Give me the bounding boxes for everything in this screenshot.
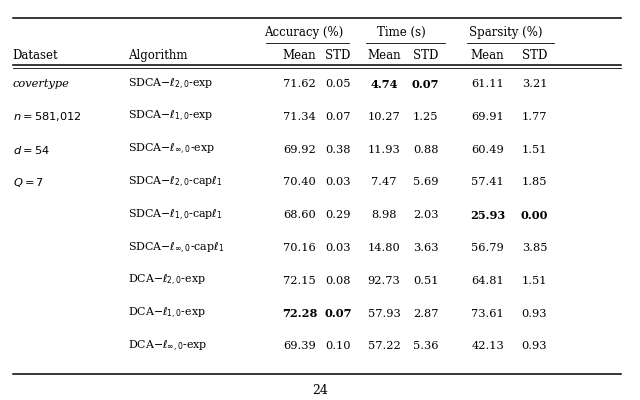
Text: SDCA$-\ell_{2,0}$-cap$\ell_1$: SDCA$-\ell_{2,0}$-cap$\ell_1$ — [128, 175, 223, 190]
Text: 0.07: 0.07 — [325, 112, 351, 122]
Text: 5.36: 5.36 — [413, 341, 438, 351]
Text: 0.07: 0.07 — [324, 308, 351, 319]
Text: DCA$-\ell_{\infty,0}$-exp: DCA$-\ell_{\infty,0}$-exp — [128, 339, 207, 354]
Text: SDCA$-\ell_{\infty,0}$-exp: SDCA$-\ell_{\infty,0}$-exp — [128, 142, 215, 157]
Text: 69.92: 69.92 — [283, 144, 316, 154]
Text: 57.41: 57.41 — [471, 177, 504, 187]
Text: 0.03: 0.03 — [325, 243, 351, 253]
Text: covertype: covertype — [13, 79, 70, 89]
Text: 0.05: 0.05 — [325, 79, 351, 89]
Text: 56.79: 56.79 — [471, 243, 504, 253]
Text: 0.93: 0.93 — [522, 341, 547, 351]
Text: Mean: Mean — [367, 49, 401, 62]
Text: 10.27: 10.27 — [367, 112, 401, 122]
Text: 42.13: 42.13 — [471, 341, 504, 351]
Text: 11.93: 11.93 — [367, 144, 401, 154]
Text: 70.40: 70.40 — [283, 177, 316, 187]
Text: 1.51: 1.51 — [522, 276, 547, 286]
Text: 0.03: 0.03 — [325, 177, 351, 187]
Text: STD: STD — [413, 49, 438, 62]
Text: Mean: Mean — [283, 49, 316, 62]
Text: 0.93: 0.93 — [522, 309, 547, 318]
Text: 0.29: 0.29 — [325, 210, 351, 220]
Text: 7.47: 7.47 — [371, 177, 397, 187]
Text: 61.11: 61.11 — [471, 79, 504, 89]
Text: 69.39: 69.39 — [283, 341, 316, 351]
Text: SDCA$-\ell_{1,0}$-cap$\ell_1$: SDCA$-\ell_{1,0}$-cap$\ell_1$ — [128, 208, 223, 223]
Text: 0.00: 0.00 — [521, 210, 548, 221]
Text: SDCA$-\ell_{2,0}$-exp: SDCA$-\ell_{2,0}$-exp — [128, 76, 214, 92]
Text: 60.49: 60.49 — [471, 144, 504, 154]
Text: 14.80: 14.80 — [367, 243, 401, 253]
Text: 2.87: 2.87 — [413, 309, 438, 318]
Text: 1.85: 1.85 — [522, 177, 547, 187]
Text: 2.03: 2.03 — [413, 210, 438, 220]
Text: DCA$-\ell_{1,0}$-exp: DCA$-\ell_{1,0}$-exp — [128, 306, 206, 321]
Text: 0.38: 0.38 — [325, 144, 351, 154]
Text: 57.22: 57.22 — [367, 341, 401, 351]
Text: 0.10: 0.10 — [325, 341, 351, 351]
Text: 72.15: 72.15 — [283, 276, 316, 286]
Text: 0.88: 0.88 — [413, 144, 438, 154]
Text: $d = 54$: $d = 54$ — [13, 144, 50, 156]
Text: Dataset: Dataset — [13, 49, 58, 62]
Text: Time (s): Time (s) — [377, 26, 426, 39]
Text: 3.85: 3.85 — [522, 243, 547, 253]
Text: 68.60: 68.60 — [283, 210, 316, 220]
Text: 5.69: 5.69 — [413, 177, 438, 187]
Text: 64.81: 64.81 — [471, 276, 504, 286]
Text: 72.28: 72.28 — [282, 308, 317, 319]
Text: SDCA$-\ell_{1,0}$-exp: SDCA$-\ell_{1,0}$-exp — [128, 109, 214, 124]
Text: 70.16: 70.16 — [283, 243, 316, 253]
Text: 24: 24 — [312, 384, 328, 396]
Text: 71.34: 71.34 — [283, 112, 316, 122]
Text: 1.25: 1.25 — [413, 112, 438, 122]
Text: 25.93: 25.93 — [470, 210, 506, 221]
Text: 8.98: 8.98 — [371, 210, 397, 220]
Text: 92.73: 92.73 — [367, 276, 401, 286]
Text: STD: STD — [522, 49, 547, 62]
Text: $n = 581{,}012$: $n = 581{,}012$ — [13, 110, 82, 123]
Text: 1.77: 1.77 — [522, 112, 547, 122]
Text: 0.51: 0.51 — [413, 276, 438, 286]
Text: 3.21: 3.21 — [522, 79, 547, 89]
Text: SDCA$-\ell_{\infty,0}$-cap$\ell_1$: SDCA$-\ell_{\infty,0}$-cap$\ell_1$ — [128, 240, 224, 256]
Text: 0.07: 0.07 — [412, 78, 439, 90]
Text: DCA$-\ell_{2,0}$-exp: DCA$-\ell_{2,0}$-exp — [128, 273, 206, 288]
Text: Accuracy (%): Accuracy (%) — [264, 26, 344, 39]
Text: STD: STD — [325, 49, 351, 62]
Text: Algorithm: Algorithm — [128, 49, 188, 62]
Text: 1.51: 1.51 — [522, 144, 547, 154]
Text: 3.63: 3.63 — [413, 243, 438, 253]
Text: Mean: Mean — [471, 49, 504, 62]
Text: $Q = 7$: $Q = 7$ — [13, 176, 44, 189]
Text: 57.93: 57.93 — [367, 309, 401, 318]
Text: 71.62: 71.62 — [283, 79, 316, 89]
Text: 4.74: 4.74 — [371, 78, 397, 90]
Text: 0.08: 0.08 — [325, 276, 351, 286]
Text: Sparsity (%): Sparsity (%) — [469, 26, 542, 39]
Text: 73.61: 73.61 — [471, 309, 504, 318]
Text: 69.91: 69.91 — [471, 112, 504, 122]
